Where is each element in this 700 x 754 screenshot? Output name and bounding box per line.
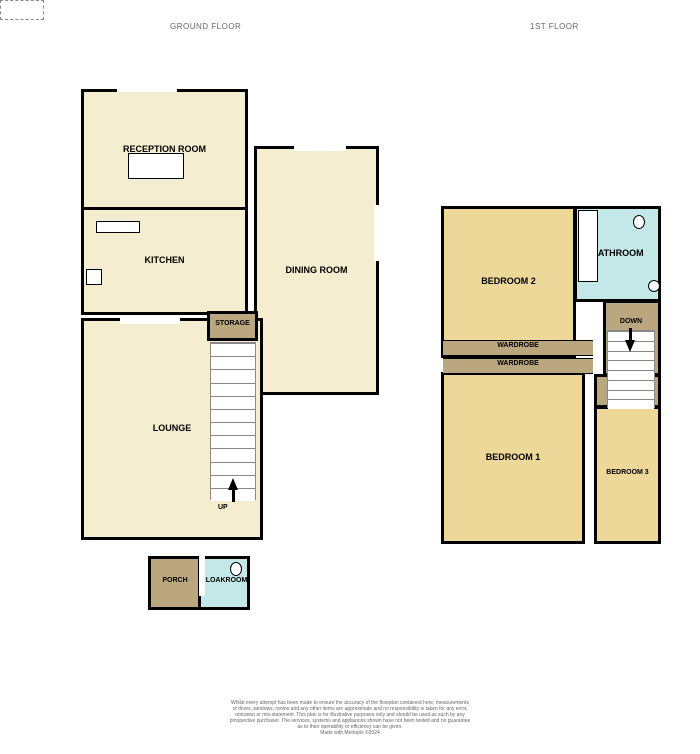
lantern: [0, 0, 44, 20]
label-bedroom1: BEDROOM 1: [443, 452, 583, 462]
floor-title: GROUND FLOOR: [170, 22, 241, 31]
opening-4: [120, 318, 180, 324]
stair-arrow-stem: [232, 488, 235, 502]
label-storage: STORAGE: [209, 320, 256, 327]
stair-dir: DOWN: [607, 318, 655, 325]
stairs: [210, 342, 256, 500]
wardrobe-label-0: WARDROBE: [443, 342, 593, 349]
opening-5: [199, 556, 205, 596]
label-bedroom3: BEDROOM 3: [596, 469, 659, 476]
label-dining: DINING ROOM: [256, 265, 377, 275]
label-kitchen: KITCHEN: [83, 255, 246, 265]
fixture-hob: [86, 269, 102, 285]
stair-arrow-stem: [629, 328, 632, 342]
wardrobe-label-1: WARDROBE: [443, 360, 593, 367]
opening-0: [117, 86, 177, 92]
fixture-bathtub: [578, 210, 598, 282]
fixture-toilet2: [230, 562, 242, 576]
label-porch: PORCH: [150, 577, 200, 584]
disclaimer: Whilst every attempt has been made to en…: [150, 700, 550, 736]
label-bedroom2: BEDROOM 2: [443, 276, 574, 286]
opening-3: [374, 205, 380, 261]
stair-dir: UP: [218, 504, 228, 511]
opening-1: [300, 86, 306, 146]
fixture-toilet: [633, 215, 645, 229]
label-cloakroom: CLOAKROOM: [200, 577, 248, 584]
floor-title: 1ST FLOOR: [530, 22, 579, 31]
opening-2: [294, 145, 346, 151]
fixture-table: [128, 153, 184, 179]
fixture-sink-round: [648, 280, 660, 292]
fixture-sink: [96, 221, 140, 233]
floorplan-canvas: GROUND FLOOR1ST FLOORRECEPTION ROOMKITCH…: [0, 0, 700, 754]
